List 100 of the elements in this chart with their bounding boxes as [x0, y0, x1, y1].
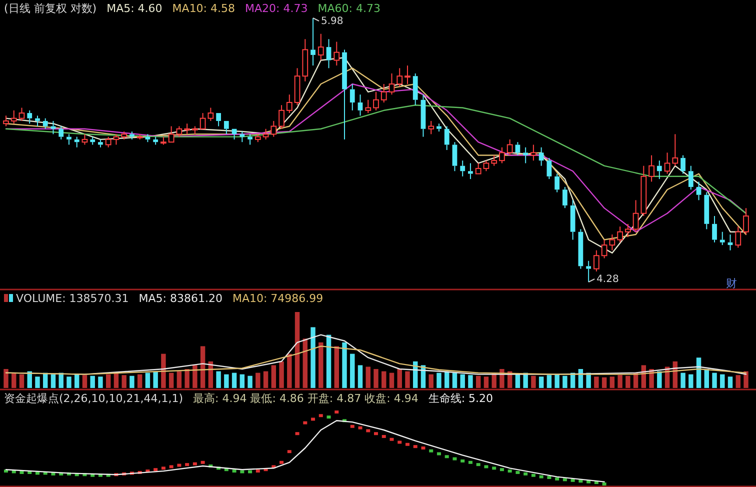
bar: [546, 375, 552, 388]
candlestick: [523, 146, 528, 164]
candlestick: [50, 120, 56, 135]
bar: [184, 369, 190, 388]
bar: [610, 376, 615, 388]
bar: [310, 327, 316, 388]
candlestick: [130, 131, 134, 140]
bar: [224, 374, 229, 388]
bar: [106, 374, 111, 388]
bar: [460, 374, 465, 388]
candlestick: [720, 231, 725, 246]
candlestick: [342, 49, 347, 140]
bar: [19, 374, 24, 388]
bar: [74, 374, 80, 388]
bar: [114, 372, 119, 388]
bar: [12, 372, 16, 388]
bar: [326, 334, 332, 388]
bar: [436, 372, 442, 388]
bar: [389, 372, 394, 388]
bar: [50, 374, 56, 388]
candlestick: [404, 65, 410, 84]
chart-title: (日线 前复权 对数): [4, 2, 97, 15]
candlestick: [334, 41, 340, 66]
candlestick: [90, 136, 96, 146]
text: 生命线: 5.20: [428, 392, 494, 405]
candlestick: [696, 181, 702, 201]
chart-title: 资金起爆点(2,26,10,10,21,44,1,1): [4, 392, 184, 405]
bar: [122, 375, 126, 388]
bar: [515, 374, 520, 388]
candlestick: [420, 94, 426, 138]
bar: [484, 376, 489, 388]
candlestick: [704, 192, 710, 230]
bar: [302, 338, 308, 388]
bar: [405, 371, 410, 388]
candlestick: [153, 136, 158, 146]
bar: [657, 371, 662, 388]
bar: [256, 372, 260, 388]
bar: [358, 365, 363, 388]
candlestick: [74, 136, 80, 148]
annotation: 财: [726, 277, 737, 290]
bar: [720, 374, 725, 388]
bar: [161, 354, 166, 388]
bar: [688, 374, 694, 388]
bar: [35, 376, 40, 388]
bar: [168, 372, 174, 388]
candlestick: [350, 84, 355, 111]
candlestick: [240, 131, 245, 143]
bar: [137, 374, 142, 388]
bar: [66, 376, 72, 388]
candlestick: [42, 118, 48, 130]
bar: [562, 376, 568, 388]
legend-label: VOLUME: 138570.31: [16, 292, 129, 305]
bar: [594, 376, 599, 388]
bar: [468, 375, 473, 388]
candlestick: [562, 186, 568, 209]
bar: [192, 365, 198, 388]
bar: [58, 372, 64, 388]
candlestick: [554, 173, 560, 193]
annotation: 4.28: [596, 274, 619, 285]
candlestick: [546, 157, 552, 180]
candlestick: [664, 152, 670, 174]
bar: [153, 371, 158, 388]
candlestick: [302, 38, 308, 82]
text: MA10: 74986.99: [232, 292, 324, 305]
bar: [554, 374, 560, 388]
bar: [248, 376, 252, 388]
candlestick: [538, 146, 544, 166]
candlestick: [58, 126, 64, 140]
bar: [240, 374, 245, 388]
bar: [4, 369, 8, 388]
candlestick: [278, 104, 284, 130]
bar: [82, 375, 88, 388]
bar: [366, 366, 370, 388]
text: MA20: 4.73: [245, 2, 308, 15]
candlestick: [412, 72, 418, 106]
bar: [263, 371, 268, 388]
bar: [374, 369, 378, 388]
bar: [130, 376, 134, 388]
candlestick: [672, 134, 678, 166]
bar: [602, 377, 607, 388]
bar: [176, 371, 182, 388]
candlestick: [310, 18, 316, 66]
chart-subtitle: 最高: 4.94 最低: 4.86 开盘: 4.87 收盘: 4.94: [193, 392, 418, 405]
candlestick: [578, 228, 584, 270]
candlestick: [176, 126, 182, 138]
bar: [318, 342, 324, 388]
candlestick: [35, 115, 40, 127]
candlestick: [452, 142, 458, 172]
bar: [287, 354, 292, 388]
bar: [728, 376, 733, 388]
candlestick: [680, 154, 686, 174]
bar: [618, 375, 622, 388]
bar: [90, 376, 95, 388]
bar: [397, 369, 402, 388]
candlestick: [436, 123, 442, 132]
bar: [382, 371, 386, 388]
bar: [736, 375, 740, 388]
bar: [334, 346, 339, 388]
bar: [680, 372, 686, 388]
candlestick: [632, 200, 639, 232]
